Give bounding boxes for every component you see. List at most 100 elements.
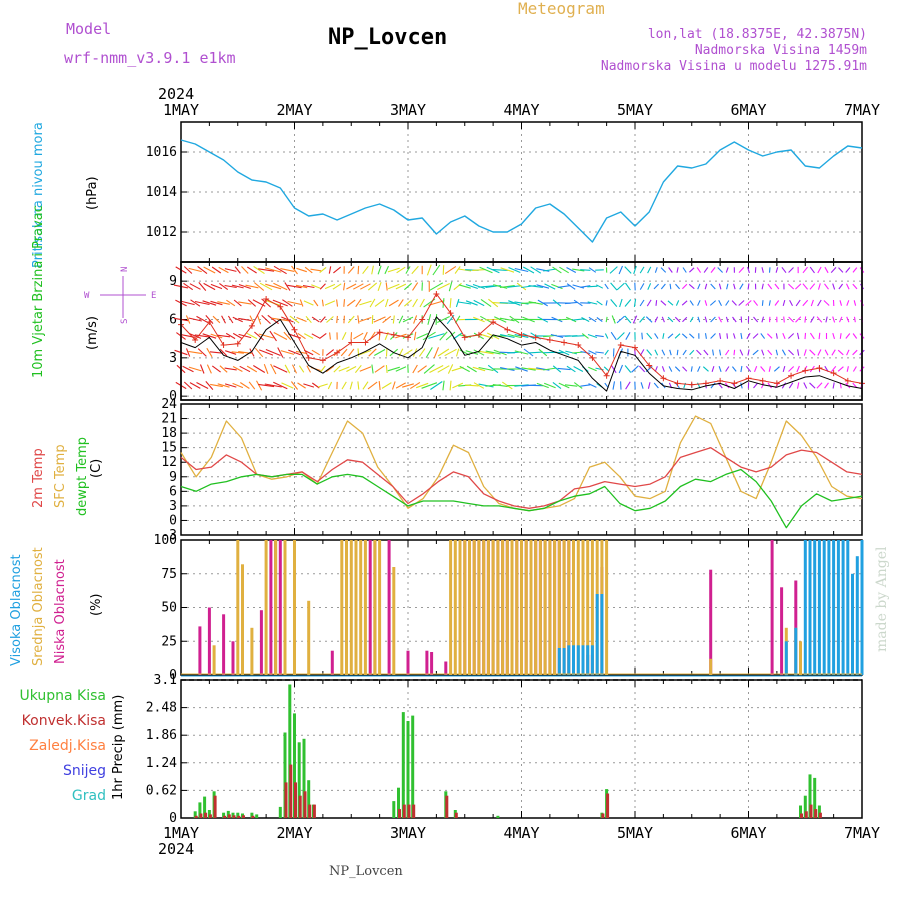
wind-barb [654, 316, 659, 323]
wind-barb [852, 349, 858, 356]
wind-barb [211, 266, 222, 274]
wind-barb [422, 331, 436, 341]
wind-barb [183, 266, 193, 274]
cloud-cloud_low-bar [259, 610, 263, 675]
wind-barb [198, 282, 207, 291]
cloud-cloud_mid-bar [250, 627, 254, 676]
wind-barb [682, 349, 687, 356]
wind-barb [710, 333, 716, 339]
wind-barb [303, 300, 314, 306]
wind-barb [551, 283, 563, 290]
wind-barb [803, 349, 807, 356]
wind-barb [711, 366, 715, 372]
wind-barb [618, 364, 624, 374]
wind-barb [392, 315, 395, 324]
wind-barb [277, 347, 284, 358]
wind-barb [371, 364, 374, 374]
cloud-cloud_low-bar [207, 607, 211, 675]
wind-barb [588, 350, 597, 355]
temp-ytick-label: 24 [161, 397, 177, 412]
wind-barb [288, 349, 301, 356]
wind-ytick-label: 6 [169, 313, 177, 328]
top-day-label: 5MAY [617, 101, 653, 119]
wind-barb [359, 366, 372, 372]
wind-barb [249, 315, 255, 324]
wind-barb [653, 283, 659, 290]
wind-barb [817, 283, 821, 290]
wind-barb [782, 299, 786, 307]
wind-barb [824, 266, 829, 274]
wind-barb [269, 330, 277, 342]
wind-barb [203, 266, 216, 274]
cloud-cloud_mid-bar [534, 540, 538, 675]
temp-frame [180, 403, 863, 536]
wind-barb [739, 283, 744, 290]
wind-barb [788, 349, 794, 356]
wind-gust-marker [844, 377, 851, 384]
wind-barb [459, 365, 470, 373]
wind-barb [796, 382, 800, 389]
wind-barb [453, 282, 462, 291]
cloud-cloud_high-bar [595, 594, 599, 675]
precip-precip_conv-bar [213, 795, 217, 818]
wind-barb [824, 382, 829, 389]
cloud-cloud_mid-bar [482, 540, 486, 675]
cloud-ytick-label: 75 [161, 567, 177, 582]
wind-gust-marker [773, 380, 780, 387]
precip-precip_conv-bar [227, 814, 231, 818]
wind-gust-marker [561, 339, 568, 346]
wind-barb [311, 316, 320, 323]
precip-precip_conv-bar [294, 782, 297, 818]
wind-barb [810, 316, 815, 323]
wind-barb [773, 366, 780, 372]
wind-barb [660, 300, 667, 306]
wind-barb [739, 349, 744, 356]
wind-barb [346, 283, 357, 290]
wind-barb [752, 349, 759, 356]
wind-gust-marker [291, 326, 298, 333]
wind-barb [246, 332, 258, 340]
altitude-label: Nadmorska Visina 1459m [695, 43, 867, 58]
wind-barb [224, 284, 237, 289]
precip-precip_total-bar [401, 712, 405, 818]
wind-barb [319, 316, 326, 323]
wind-barb [374, 365, 385, 373]
wind-barb [616, 315, 625, 324]
wind-gust-marker [688, 381, 695, 388]
wind-barb [604, 333, 609, 339]
precip-precip_conv-bar [308, 804, 312, 818]
precip-precip_total-bar [293, 713, 296, 818]
precip-precip_total-bar [198, 802, 202, 818]
wind-barb [417, 365, 427, 373]
wind-barb [638, 365, 646, 373]
wind-ytick-label: 0 [169, 389, 177, 404]
bottom-day-label: 4MAY [503, 824, 539, 842]
wind-barb [190, 299, 201, 307]
wind-barb [493, 284, 508, 289]
wind-barb [353, 332, 364, 340]
wind-barb [435, 314, 438, 325]
cloud-cloud_high-bar [832, 540, 836, 675]
wind-barb [273, 332, 288, 340]
wind-barb [544, 283, 556, 290]
wind-barb [327, 381, 333, 390]
wind-barb [832, 283, 836, 290]
wind-barb [183, 282, 194, 291]
precip-precip_conv-bar [804, 811, 808, 818]
wind-barb [359, 316, 372, 323]
wind-barb [595, 351, 604, 354]
wind-barb [387, 267, 400, 273]
wind-barb [350, 332, 353, 340]
wind-barb [781, 266, 787, 274]
wind-barb [738, 300, 745, 306]
precip-precip_conv-bar [402, 804, 406, 818]
wind-barb [209, 351, 223, 354]
wind-barb [311, 349, 320, 356]
wind-barb [280, 350, 295, 355]
precip-precip_conv-bar [204, 812, 208, 818]
wind-barb [572, 268, 585, 272]
cloud-cloud_mid-bar [491, 540, 495, 675]
wind-barb [295, 350, 308, 355]
wind-barb [369, 298, 376, 308]
wind-barb [238, 317, 252, 322]
